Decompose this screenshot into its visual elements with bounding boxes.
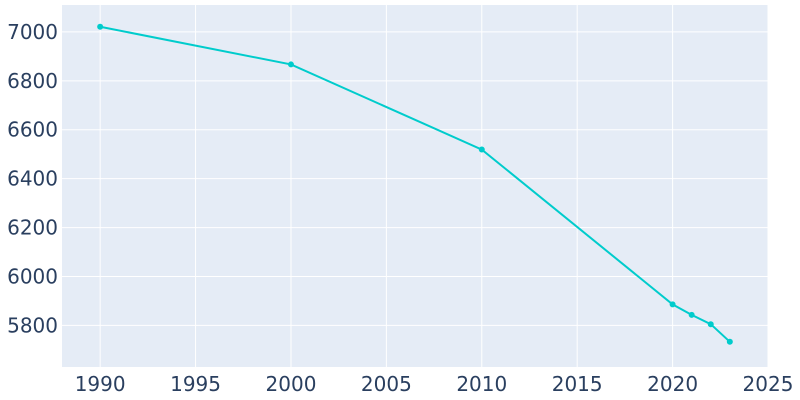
data-point [726,338,733,345]
y-tick-label: 6600 [7,118,58,142]
x-tick-label: 2005 [361,372,412,396]
y-tick-label: 6800 [7,69,58,93]
y-tick-label: 6400 [7,167,58,191]
data-point [669,301,676,308]
data-point [287,61,294,68]
x-tick-label: 2015 [552,372,603,396]
x-tick-label: 2010 [456,372,507,396]
x-tick-label: 1995 [170,372,221,396]
y-tick-label: 6200 [7,216,58,240]
x-tick-label: 2020 [647,372,698,396]
series-group [97,23,733,345]
data-point [478,146,485,153]
plot-area [62,5,768,367]
data-point [97,23,104,30]
y-tick-label: 5800 [7,313,58,337]
x-tick-label: 1990 [75,372,126,396]
data-point [707,321,714,328]
x-axis-tick-labels: 1990 1995 2000 2005 2010 2015 2020 2025 [75,372,794,396]
y-axis-tick-labels: 5800 6000 6200 6400 6600 6800 7000 [7,20,58,338]
x-tick-label: 2000 [266,372,317,396]
data-point [688,311,695,318]
y-tick-label: 7000 [7,20,58,44]
y-grid [62,31,768,326]
y-tick-label: 6000 [7,265,58,289]
x-tick-label: 2025 [743,372,794,396]
